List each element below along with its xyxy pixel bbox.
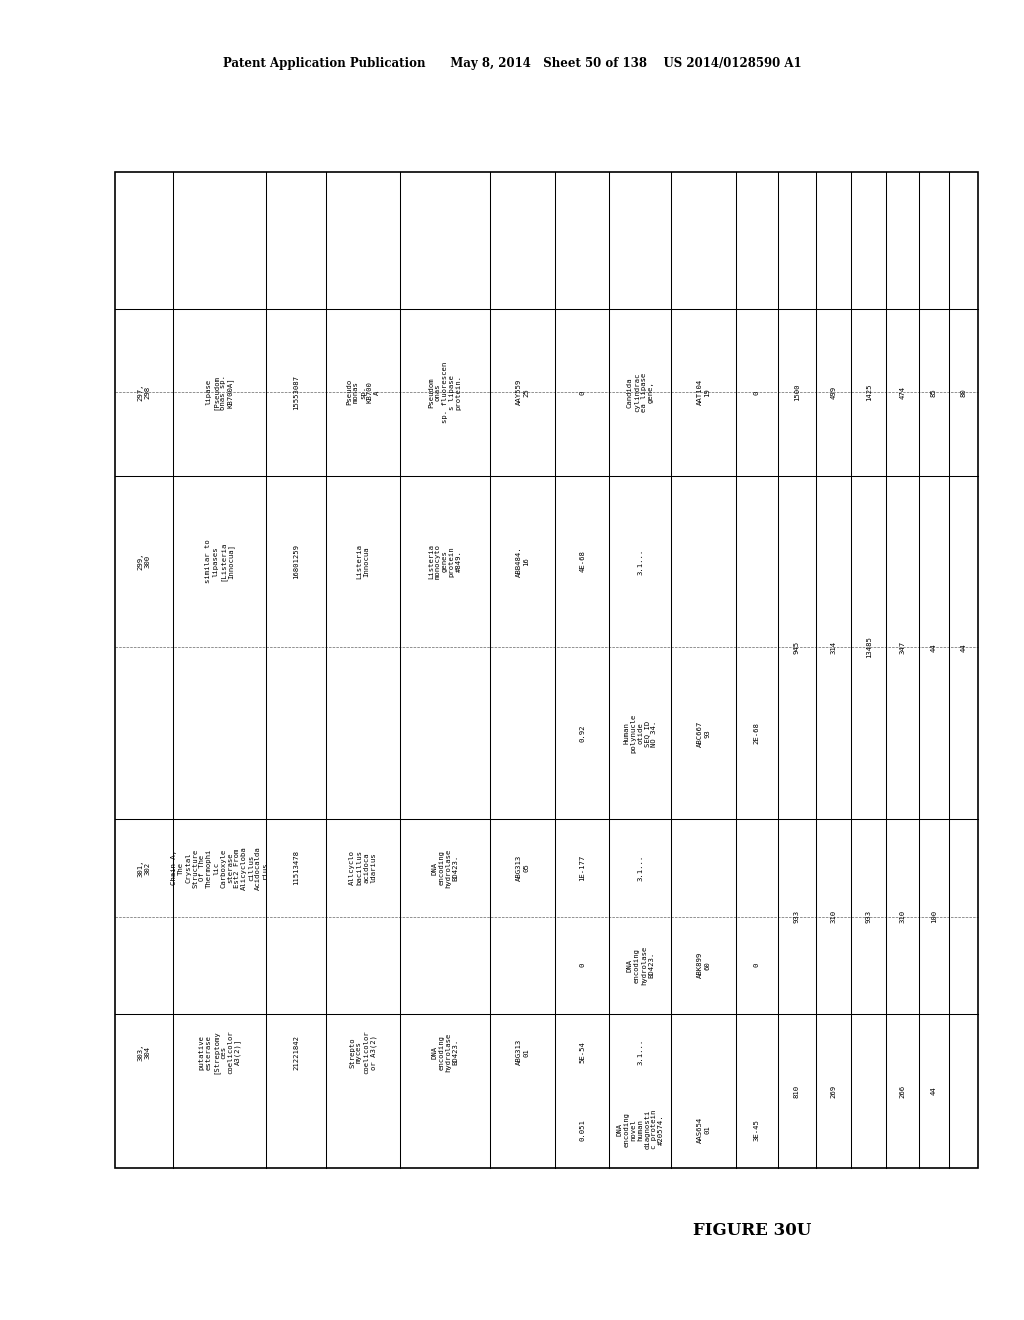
Text: 11513478: 11513478 bbox=[293, 850, 299, 886]
Text: 297,
298: 297, 298 bbox=[137, 384, 151, 401]
Text: 44: 44 bbox=[931, 643, 937, 652]
Text: Candida
cylindrac
ea lipase
gene,: Candida cylindrac ea lipase gene, bbox=[627, 372, 654, 412]
Text: DNA
encoding
hydrolase
BD423.: DNA encoding hydrolase BD423. bbox=[431, 1032, 459, 1072]
Text: 299,
300: 299, 300 bbox=[137, 553, 151, 570]
Text: Listeria
Innocua: Listeria Innocua bbox=[356, 544, 370, 579]
Text: Chain A,
The
Crystal
Structure
Of The
Thermophi
lic
Carboxyle
sterase
Est2 From
: Chain A, The Crystal Structure Of The Th… bbox=[171, 846, 268, 890]
Text: Pseudo
monas
sp.
KB700
A: Pseudo monas sp. KB700 A bbox=[346, 379, 380, 405]
Text: 3.1...: 3.1... bbox=[637, 1039, 643, 1065]
Text: 44: 44 bbox=[961, 643, 967, 652]
Text: 269: 269 bbox=[830, 1085, 837, 1097]
Text: AAS654
01: AAS654 01 bbox=[697, 1117, 711, 1143]
Text: lipase
[Pseudom
onas sp.
KB700A]: lipase [Pseudom onas sp. KB700A] bbox=[206, 375, 233, 409]
Text: 314: 314 bbox=[830, 642, 837, 653]
Text: DNA
encoding
hydrolase
BD423.: DNA encoding hydrolase BD423. bbox=[431, 849, 459, 887]
Text: 80: 80 bbox=[961, 388, 967, 397]
Text: 85: 85 bbox=[931, 388, 937, 397]
Text: 3.1...: 3.1... bbox=[637, 855, 643, 880]
Text: 100: 100 bbox=[931, 909, 937, 923]
Text: 266: 266 bbox=[900, 1085, 906, 1097]
Text: 474: 474 bbox=[900, 385, 906, 399]
Text: 2E-68: 2E-68 bbox=[754, 722, 760, 744]
Text: ABK899
60: ABK899 60 bbox=[697, 952, 711, 978]
Text: 303,
304: 303, 304 bbox=[137, 1044, 151, 1061]
Text: AAY559
25: AAY559 25 bbox=[516, 379, 529, 405]
Bar bbox=[115, 172, 978, 1168]
Text: 3E-45: 3E-45 bbox=[754, 1118, 760, 1140]
Text: 301,
302: 301, 302 bbox=[137, 859, 151, 876]
Text: Strepto
myces
coelicolor
or A3(2): Strepto myces coelicolor or A3(2) bbox=[349, 1031, 377, 1074]
Text: Pseudom
onas
sp. fluorescen
s lipase
protein.: Pseudom onas sp. fluorescen s lipase pro… bbox=[428, 362, 462, 422]
Text: ABG313
05: ABG313 05 bbox=[516, 855, 529, 880]
Text: FIGURE 30U: FIGURE 30U bbox=[693, 1222, 812, 1238]
Text: 0: 0 bbox=[580, 391, 585, 395]
Text: Listeria
monocyto
genes
protein
#849.: Listeria monocyto genes protein #849. bbox=[428, 544, 462, 579]
Text: Human
polynucle
otide
SEQ ID
NO 34.: Human polynucle otide SEQ ID NO 34. bbox=[624, 714, 657, 754]
Text: 0: 0 bbox=[754, 964, 760, 968]
Text: DNA
encoding
novel
human
diagnosti
c protein
#20574.: DNA encoding novel human diagnosti c pro… bbox=[616, 1110, 665, 1150]
Text: 810: 810 bbox=[794, 1085, 800, 1097]
Text: 5E-54: 5E-54 bbox=[580, 1041, 585, 1064]
Text: 1E-177: 1E-177 bbox=[580, 855, 585, 880]
Text: similar to
lipases
[Listeria
Innocua]: similar to lipases [Listeria Innocua] bbox=[206, 540, 233, 583]
Text: 3.1...: 3.1... bbox=[637, 548, 643, 574]
Text: 499: 499 bbox=[830, 385, 837, 399]
Text: 933: 933 bbox=[794, 909, 800, 923]
Text: 1425: 1425 bbox=[865, 384, 871, 401]
Text: 0.92: 0.92 bbox=[580, 725, 585, 742]
Text: 4E-68: 4E-68 bbox=[580, 550, 585, 573]
Text: DNA
encoding
hydrolase
BD423.: DNA encoding hydrolase BD423. bbox=[627, 945, 654, 985]
Text: AAT104
19: AAT104 19 bbox=[697, 379, 711, 405]
Text: Patent Application Publication      May 8, 2014   Sheet 50 of 138    US 2014/012: Patent Application Publication May 8, 20… bbox=[222, 57, 802, 70]
Text: 0.051: 0.051 bbox=[580, 1118, 585, 1140]
Text: ABB484.
16: ABB484. 16 bbox=[516, 546, 529, 577]
Text: 933: 933 bbox=[865, 909, 871, 923]
Text: 16801259: 16801259 bbox=[293, 544, 299, 579]
Text: 1500: 1500 bbox=[794, 384, 800, 401]
Text: Allcyclo
bacillus
acidoca
ldarius: Allcyclo bacillus acidoca ldarius bbox=[349, 850, 377, 886]
Text: 13485: 13485 bbox=[865, 636, 871, 659]
Text: 0: 0 bbox=[754, 391, 760, 395]
Text: 310: 310 bbox=[900, 909, 906, 923]
Text: ABG313
01: ABG313 01 bbox=[516, 1039, 529, 1065]
Text: putative
esterase
[Streptomy
ces
coelicolor
A3(2)]: putative esterase [Streptomy ces coelico… bbox=[199, 1031, 241, 1074]
Text: 310: 310 bbox=[830, 909, 837, 923]
Text: ABC667
93: ABC667 93 bbox=[697, 721, 711, 747]
Text: 21221842: 21221842 bbox=[293, 1035, 299, 1069]
Text: 15553087: 15553087 bbox=[293, 375, 299, 409]
Text: 347: 347 bbox=[900, 642, 906, 653]
Text: 945: 945 bbox=[794, 642, 800, 653]
Text: 44: 44 bbox=[931, 1086, 937, 1096]
Text: 0: 0 bbox=[580, 964, 585, 968]
